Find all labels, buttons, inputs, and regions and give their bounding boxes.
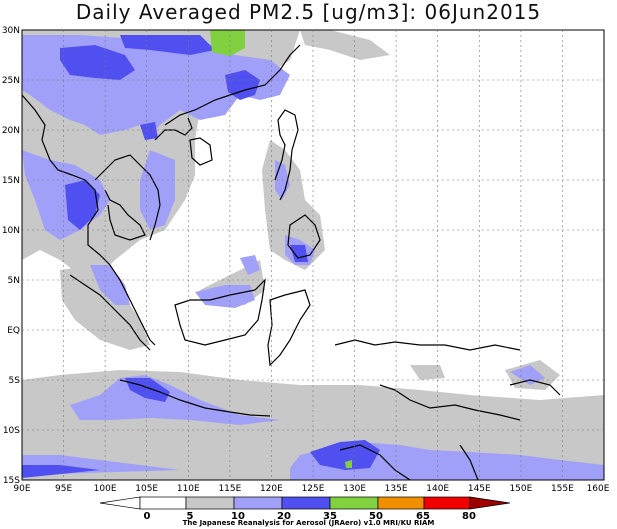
colorbar-cell	[139, 496, 187, 510]
credit-text: The Japanese Reanalysis for Aerosol (JRA…	[182, 519, 435, 527]
colorbar-cell	[469, 496, 511, 510]
lon-labels: 90E 95E 100E 105E 110E 115E 120E 125E 13…	[13, 484, 609, 494]
lat-label: 25N	[2, 76, 20, 86]
colorbar-cell	[329, 496, 379, 510]
lon-label: 120E	[260, 484, 283, 494]
lat-label: 10N	[2, 226, 20, 236]
lon-label: 140E	[426, 484, 449, 494]
colorbar-label: 20	[277, 511, 291, 522]
lon-label: 115E	[218, 484, 241, 494]
lat-label: 5N	[8, 276, 20, 286]
lon-label: 135E	[385, 484, 408, 494]
colorbar-label: 65	[416, 511, 430, 522]
colorbar-label: 10	[231, 511, 245, 522]
lat-label: 20N	[2, 126, 20, 136]
colorbar-legend	[99, 496, 511, 510]
colorbar-cell	[423, 496, 471, 510]
lon-label: 150E	[509, 484, 532, 494]
colorbar-label: 50	[369, 511, 383, 522]
lat-label: 10S	[3, 426, 20, 436]
lon-label: 155E	[551, 484, 574, 494]
lat-label: 15S	[3, 476, 20, 486]
lon-label: 160E	[587, 484, 610, 494]
lat-label: 5S	[9, 376, 21, 386]
lon-label: 110E	[177, 484, 200, 494]
lon-label: 145E	[468, 484, 491, 494]
colorbar-label: 80	[462, 511, 476, 522]
colorbar-label: 5	[187, 511, 194, 522]
colorbar-cell	[233, 496, 283, 510]
colorbar-cell	[185, 496, 235, 510]
colorbar-labels: 0 5 10 20 35 50 65 80	[144, 511, 476, 522]
lat-label: 15N	[2, 176, 20, 186]
map-title: Daily Averaged PM2.5 [ug/m3]: 06Jun2015	[75, 0, 542, 24]
colorbar-cell	[281, 496, 331, 510]
lon-label: 95E	[55, 484, 72, 494]
pm25-green-regions	[210, 30, 352, 468]
lat-labels: 30N 25N 20N 15N 10N 5N EQ 5S 10S 15S	[2, 26, 20, 486]
colorbar-cell	[377, 496, 425, 510]
colorbar-label: 0	[144, 511, 151, 522]
colorbar-cell	[99, 496, 141, 510]
lon-label: 130E	[343, 484, 366, 494]
lat-label: EQ	[7, 326, 20, 336]
colorbar-label: 35	[323, 511, 337, 522]
lon-label: 90E	[13, 484, 30, 494]
lon-label: 105E	[135, 484, 158, 494]
lon-label: 125E	[302, 484, 325, 494]
lat-label: 30N	[2, 26, 20, 36]
gridlines	[22, 30, 604, 480]
pm25-darkblue-regions	[22, 35, 380, 478]
lon-label: 100E	[94, 484, 117, 494]
